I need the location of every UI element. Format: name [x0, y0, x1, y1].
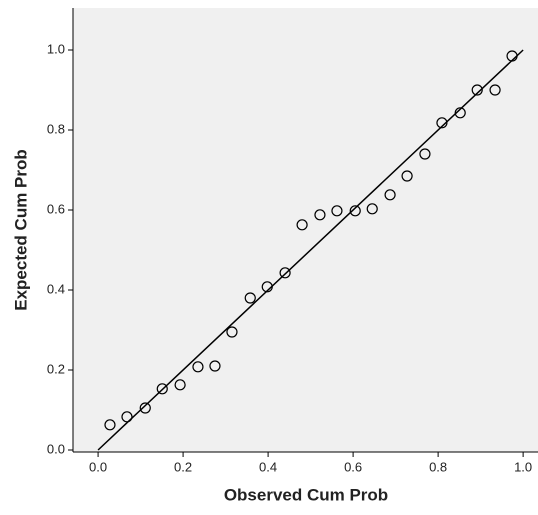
y-tick-label: 0.8: [47, 121, 65, 136]
point: [296, 219, 308, 231]
x-tick-label: 0.4: [259, 459, 277, 474]
x-tick-label: 0.8: [429, 459, 447, 474]
point: [226, 326, 238, 338]
x-tick-label: 0.0: [89, 459, 107, 474]
point: [156, 383, 168, 395]
reference-line: [97, 49, 524, 451]
y-tick-label: 0.2: [47, 361, 65, 376]
point: [192, 361, 204, 373]
point: [174, 379, 186, 391]
point: [506, 50, 518, 62]
point: [471, 84, 483, 96]
x-tick-label: 0.2: [174, 459, 192, 474]
point: [401, 170, 413, 182]
point: [436, 117, 448, 129]
point: [331, 205, 343, 217]
point: [244, 292, 256, 304]
point: [366, 203, 378, 215]
y-tick-label: 1.0: [47, 41, 65, 56]
point: [489, 84, 501, 96]
point: [314, 209, 326, 221]
y-tick-label: 0.6: [47, 201, 65, 216]
point: [454, 107, 466, 119]
point: [121, 411, 133, 423]
point: [104, 419, 116, 431]
point: [261, 281, 273, 293]
x-axis-label: Observed Cum Prob: [224, 485, 388, 504]
plot-area: [73, 8, 538, 452]
point: [279, 267, 291, 279]
point: [349, 205, 361, 217]
x-tick-label: 0.6: [344, 459, 362, 474]
plot-content: [97, 49, 524, 451]
x-tick-label: 1.0: [514, 459, 532, 474]
point: [384, 189, 396, 201]
point: [209, 360, 221, 372]
point: [419, 148, 431, 160]
y-tick-label: 0.0: [47, 441, 65, 456]
y-tick-label: 0.4: [47, 281, 65, 296]
point: [139, 402, 151, 414]
y-axis-label: Expected Cum Prob: [11, 149, 30, 311]
